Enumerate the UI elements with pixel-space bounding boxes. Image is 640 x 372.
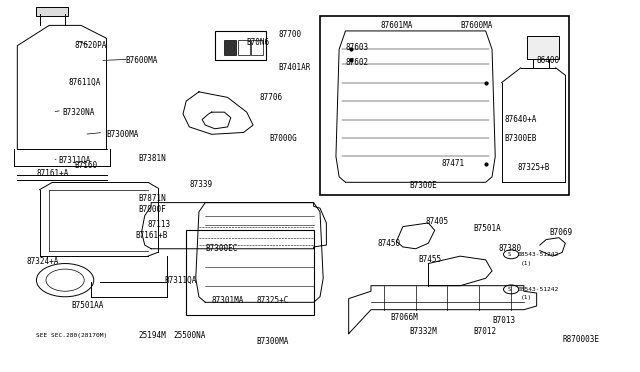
Bar [251, 40, 262, 55]
Text: 08543-51242: 08543-51242 [518, 252, 559, 257]
Text: B7600MA: B7600MA [125, 56, 158, 65]
Bar [239, 40, 250, 55]
Text: B7311QA: B7311QA [59, 155, 91, 165]
Text: B7401AR: B7401AR [278, 63, 311, 72]
Text: B7160: B7160 [75, 161, 98, 170]
Text: 87602: 87602 [346, 58, 369, 67]
Text: B7455: B7455 [419, 255, 442, 264]
Text: B7600MA: B7600MA [460, 21, 493, 30]
Text: 08543-51242: 08543-51242 [518, 287, 559, 292]
Text: 87405: 87405 [425, 217, 448, 225]
Text: 87700: 87700 [278, 30, 301, 39]
Text: B7066M: B7066M [390, 312, 418, 321]
Text: B7311QA: B7311QA [164, 276, 196, 285]
Bar [215, 31, 266, 61]
Text: B7013: B7013 [492, 316, 515, 325]
Text: B7332M: B7332M [409, 327, 437, 336]
Text: S: S [508, 252, 511, 257]
Text: B7381N: B7381N [138, 154, 166, 163]
Text: B7320NA: B7320NA [62, 108, 94, 117]
Text: B7300EB: B7300EB [505, 134, 537, 142]
Text: 87611QA: 87611QA [68, 78, 100, 87]
Text: B7069: B7069 [549, 228, 573, 237]
Text: 87450: 87450 [378, 239, 401, 248]
Text: (1): (1) [521, 261, 532, 266]
Text: B7300EC: B7300EC [205, 244, 237, 253]
Text: SEE SEC.280(28170M): SEE SEC.280(28170M) [36, 333, 108, 338]
Bar [320, 16, 568, 195]
Bar [36, 7, 68, 16]
Bar [186, 230, 314, 315]
Text: B7300E: B7300E [409, 182, 437, 190]
Text: B7012: B7012 [473, 327, 496, 336]
Text: 87324+A: 87324+A [27, 257, 60, 266]
Text: 87603: 87603 [346, 43, 369, 52]
Text: B7000F: B7000F [138, 205, 166, 215]
Text: 87706: 87706 [259, 93, 283, 102]
Text: B7300MA: B7300MA [256, 337, 289, 346]
Text: 87301MA: 87301MA [212, 296, 244, 305]
Text: B7871N: B7871N [138, 195, 166, 203]
Text: 87113: 87113 [148, 220, 171, 229]
Text: B7000G: B7000G [269, 134, 297, 142]
Text: B70N6: B70N6 [246, 38, 270, 46]
Text: B7161+B: B7161+B [135, 231, 168, 240]
Text: 87380: 87380 [499, 244, 522, 253]
Text: 87339: 87339 [189, 180, 212, 189]
Text: 87601MA: 87601MA [381, 21, 413, 30]
Text: (1): (1) [521, 295, 532, 300]
Text: B7300MA: B7300MA [106, 130, 139, 139]
Bar [225, 40, 236, 55]
Bar [527, 36, 559, 59]
Text: 87325+B: 87325+B [518, 163, 550, 172]
Text: R870003E: R870003E [562, 335, 599, 344]
Text: 87640+A: 87640+A [505, 115, 537, 124]
Text: 86400: 86400 [537, 56, 560, 65]
Text: 87471: 87471 [441, 159, 464, 169]
Text: 25500NA: 25500NA [173, 331, 206, 340]
Text: 87325+C: 87325+C [256, 296, 289, 305]
Text: S: S [508, 287, 511, 292]
Text: 87161+A: 87161+A [36, 169, 69, 177]
Text: 25194M: 25194M [138, 331, 166, 340]
Text: B7501A: B7501A [473, 224, 500, 233]
Text: B7501AA: B7501AA [72, 301, 104, 311]
Text: 87620PA: 87620PA [75, 41, 107, 50]
